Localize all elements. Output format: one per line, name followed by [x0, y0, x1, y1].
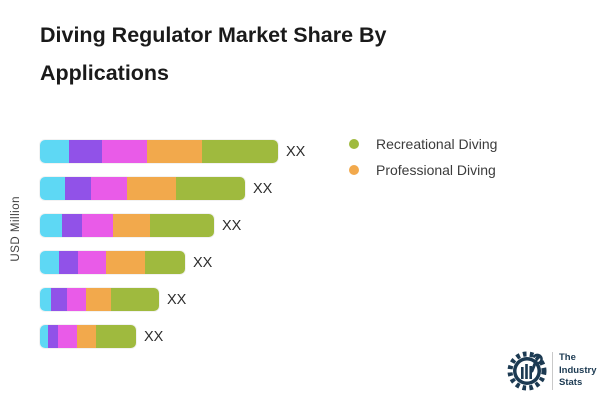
- bar-segment: [147, 140, 202, 163]
- logo-text-line: The: [559, 352, 576, 364]
- chart-title: Diving Regulator Market Share By Applica…: [40, 23, 387, 85]
- bar-segment: [106, 251, 145, 274]
- bar-segment: [113, 214, 150, 237]
- stacked-bar: [40, 214, 214, 237]
- stacked-bar: [40, 177, 245, 200]
- bar-segment: [176, 177, 245, 200]
- bar-row: XX: [40, 325, 305, 348]
- bar-row: XX: [40, 251, 305, 274]
- bar-segment: [145, 251, 185, 274]
- stacked-bar: [40, 288, 159, 311]
- y-axis-label: USD Million: [10, 196, 22, 262]
- bar-segment: [40, 177, 65, 200]
- bar-segment: [86, 288, 111, 311]
- bar-value-label: XX: [222, 217, 242, 234]
- bar-value-label: XX: [193, 254, 213, 271]
- stacked-bar: [40, 140, 278, 163]
- bar-segment: [91, 177, 127, 200]
- gear-wrench-icon: [507, 351, 547, 391]
- bar-segment: [78, 251, 106, 274]
- legend-dot-icon: [349, 139, 359, 149]
- logo-text-line: Stats: [559, 377, 583, 389]
- bar-segment: [111, 288, 159, 311]
- bar-value-label: XX: [167, 291, 187, 308]
- bar-segment: [77, 325, 96, 348]
- bar-segment: [40, 140, 69, 163]
- bar-segment: [67, 288, 86, 311]
- bar-segment: [48, 325, 58, 348]
- logo-text-line: Industry: [559, 364, 597, 376]
- bar-row: XX: [40, 214, 305, 237]
- bar-segment: [40, 325, 48, 348]
- bar-value-label: XX: [286, 143, 306, 160]
- legend-label: Recreational Diving: [376, 136, 498, 152]
- bar-segment: [40, 288, 51, 311]
- stacked-bar: [40, 251, 185, 274]
- stacked-bar: [40, 325, 136, 348]
- bar-row: XX: [40, 288, 305, 311]
- bar-segment: [51, 288, 67, 311]
- bar-segment: [202, 140, 278, 163]
- bar-segment: [58, 325, 77, 348]
- legend-dot-icon: [349, 165, 359, 175]
- legend-item-recreational-diving: Recreational Diving: [349, 131, 497, 157]
- bar-segment: [59, 251, 78, 274]
- legend-item-professional-diving: Professional Diving: [349, 157, 497, 183]
- bar-row: XX: [40, 140, 305, 163]
- bar-segment: [40, 251, 59, 274]
- bar-value-label: XX: [144, 328, 164, 345]
- brand-logo: The Industry Stats: [506, 350, 596, 392]
- bar-segment: [40, 214, 62, 237]
- bar-segment: [65, 177, 91, 200]
- legend-label: Professional Diving: [376, 162, 496, 178]
- bar-segment: [69, 140, 102, 163]
- logo-text: The Industry Stats: [559, 352, 596, 390]
- chart-legend: Recreational Diving Professional Diving: [349, 131, 497, 183]
- bar-segment: [127, 177, 176, 200]
- bar-value-label: XX: [253, 180, 273, 197]
- bar-segment: [62, 214, 82, 237]
- bar-segment: [96, 325, 136, 348]
- bar-segment: [150, 214, 214, 237]
- logo-divider: [552, 352, 553, 390]
- bar-chart-area: XX XX XX XX XX XX: [40, 140, 305, 362]
- bar-row: XX: [40, 177, 305, 200]
- bar-segment: [82, 214, 113, 237]
- bar-segment: [102, 140, 147, 163]
